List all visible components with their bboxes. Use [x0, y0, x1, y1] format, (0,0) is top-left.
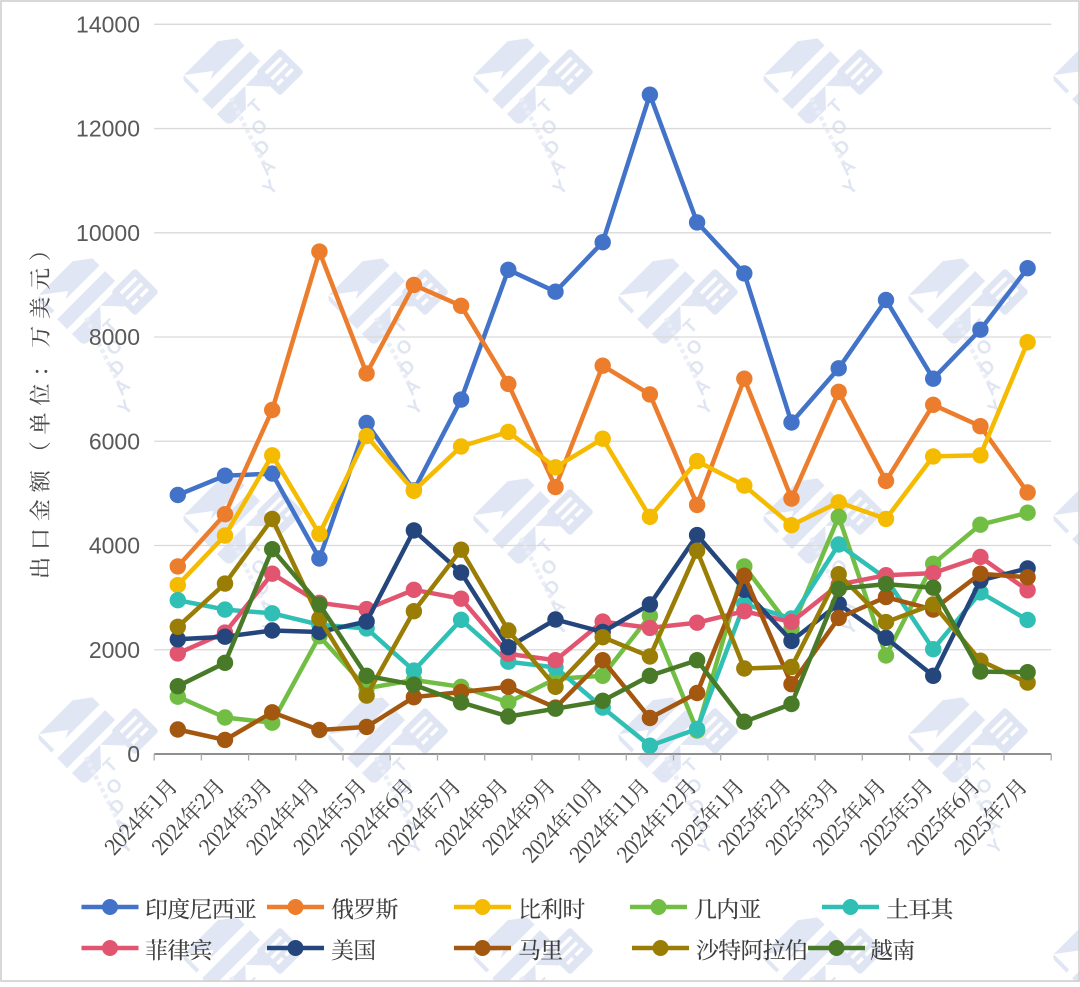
svg-text:10000: 10000: [76, 220, 140, 246]
svg-text:0: 0: [127, 741, 140, 767]
svg-text:8000: 8000: [89, 324, 140, 350]
svg-text:6000: 6000: [89, 428, 140, 454]
svg-text:2000: 2000: [89, 637, 140, 663]
svg-text:4000: 4000: [89, 533, 140, 559]
svg-text:14000: 14000: [76, 11, 140, 37]
svg-text:12000: 12000: [76, 116, 140, 142]
